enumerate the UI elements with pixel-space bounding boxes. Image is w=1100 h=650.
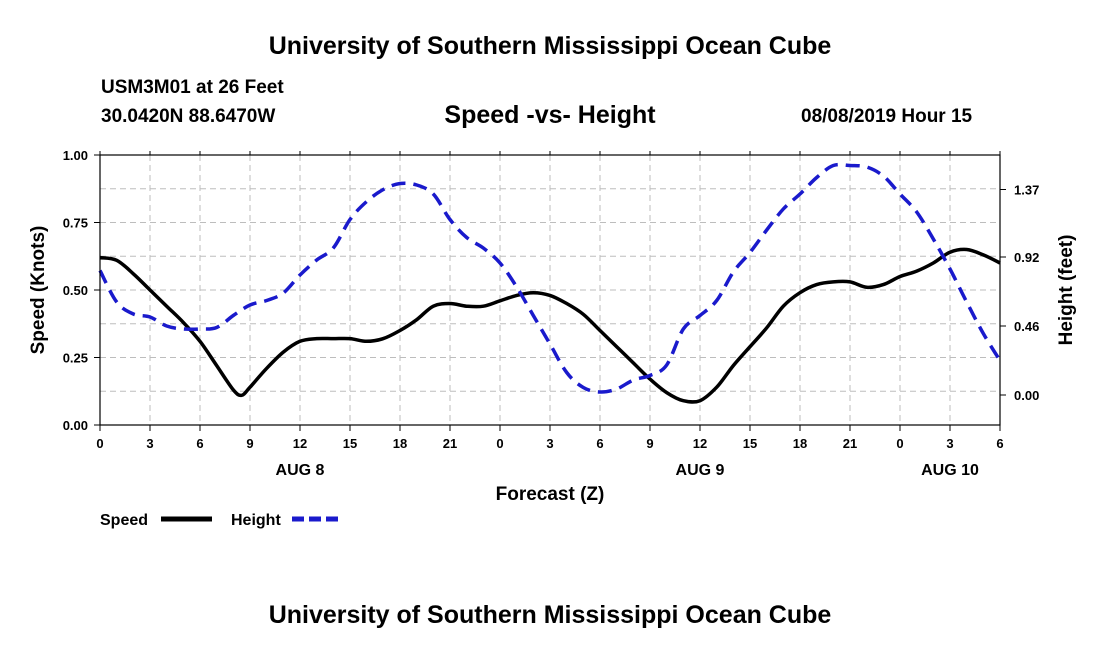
y-axis-right-label: Height (feet) [1056, 235, 1077, 346]
station-label: USM3M01 at 26 Feet [101, 77, 284, 98]
date-label: AUG 10 [921, 462, 979, 479]
top-title: University of Southern Mississippi Ocean… [268, 32, 832, 60]
y-right-tick-label: 0.46 [1014, 319, 1039, 334]
y-left-tick-label: 0.50 [63, 283, 88, 298]
x-tick-label: 18 [793, 436, 807, 451]
series-layer [98, 162, 1002, 404]
y-right-tick-label: 0.92 [1014, 250, 1039, 265]
y-axis-left-label: Speed (Knots) [28, 226, 49, 355]
x-tick-label: 3 [946, 436, 953, 451]
x-tick-label: 12 [693, 436, 707, 451]
x-tick-label: 15 [343, 436, 357, 451]
x-tick-label: 6 [596, 436, 603, 451]
x-tick-label: 0 [896, 436, 903, 451]
x-tick-label: 12 [293, 436, 307, 451]
x-tick-label: 3 [546, 436, 553, 451]
x-tick-label: 21 [443, 436, 457, 451]
x-tick-label: 9 [246, 436, 253, 451]
legend: Speed Height [100, 512, 343, 529]
plot-title: Speed -vs- Height [444, 101, 656, 129]
x-tick-label: 9 [646, 436, 653, 451]
y-right-tick-label: 1.37 [1014, 183, 1039, 198]
location-label: 30.0420N 88.6470W [101, 106, 276, 127]
y-left-tick-label: 0.00 [63, 418, 88, 433]
x-tick-label: 6 [196, 436, 203, 451]
x-axis-label: Forecast (Z) [496, 484, 605, 505]
grid [100, 155, 1000, 425]
x-tick-label: 15 [743, 436, 757, 451]
x-tick-label: 0 [496, 436, 503, 451]
y-left-tick-label: 1.00 [63, 148, 88, 163]
date-label: AUG 9 [676, 462, 725, 479]
y-right-tick-label: 0.00 [1014, 388, 1039, 403]
axes: 0 3 6 9 12 15 18 21 0 3 6 9 12 15 18 21 0 3 6 0.00 0.25 0.50 0… [63, 148, 1040, 479]
x-tick-label: 18 [393, 436, 407, 451]
date-label: AUG 8 [276, 462, 325, 479]
x-tick-label: 0 [96, 436, 103, 451]
x-tick-label: 3 [146, 436, 153, 451]
series-height-line [98, 162, 1002, 394]
legend-height-label: Height [231, 512, 281, 529]
timestamp-label: 08/08/2019 Hour 15 [801, 106, 973, 127]
legend-speed-label: Speed [100, 512, 148, 529]
x-tick-label: 21 [843, 436, 857, 451]
x-tick-label: 6 [996, 436, 1003, 451]
y-left-tick-label: 0.25 [63, 351, 88, 366]
bottom-title: University of Southern Mississippi Ocean… [268, 601, 832, 629]
series-speed-line [99, 247, 1001, 404]
y-left-tick-label: 0.75 [63, 216, 88, 231]
